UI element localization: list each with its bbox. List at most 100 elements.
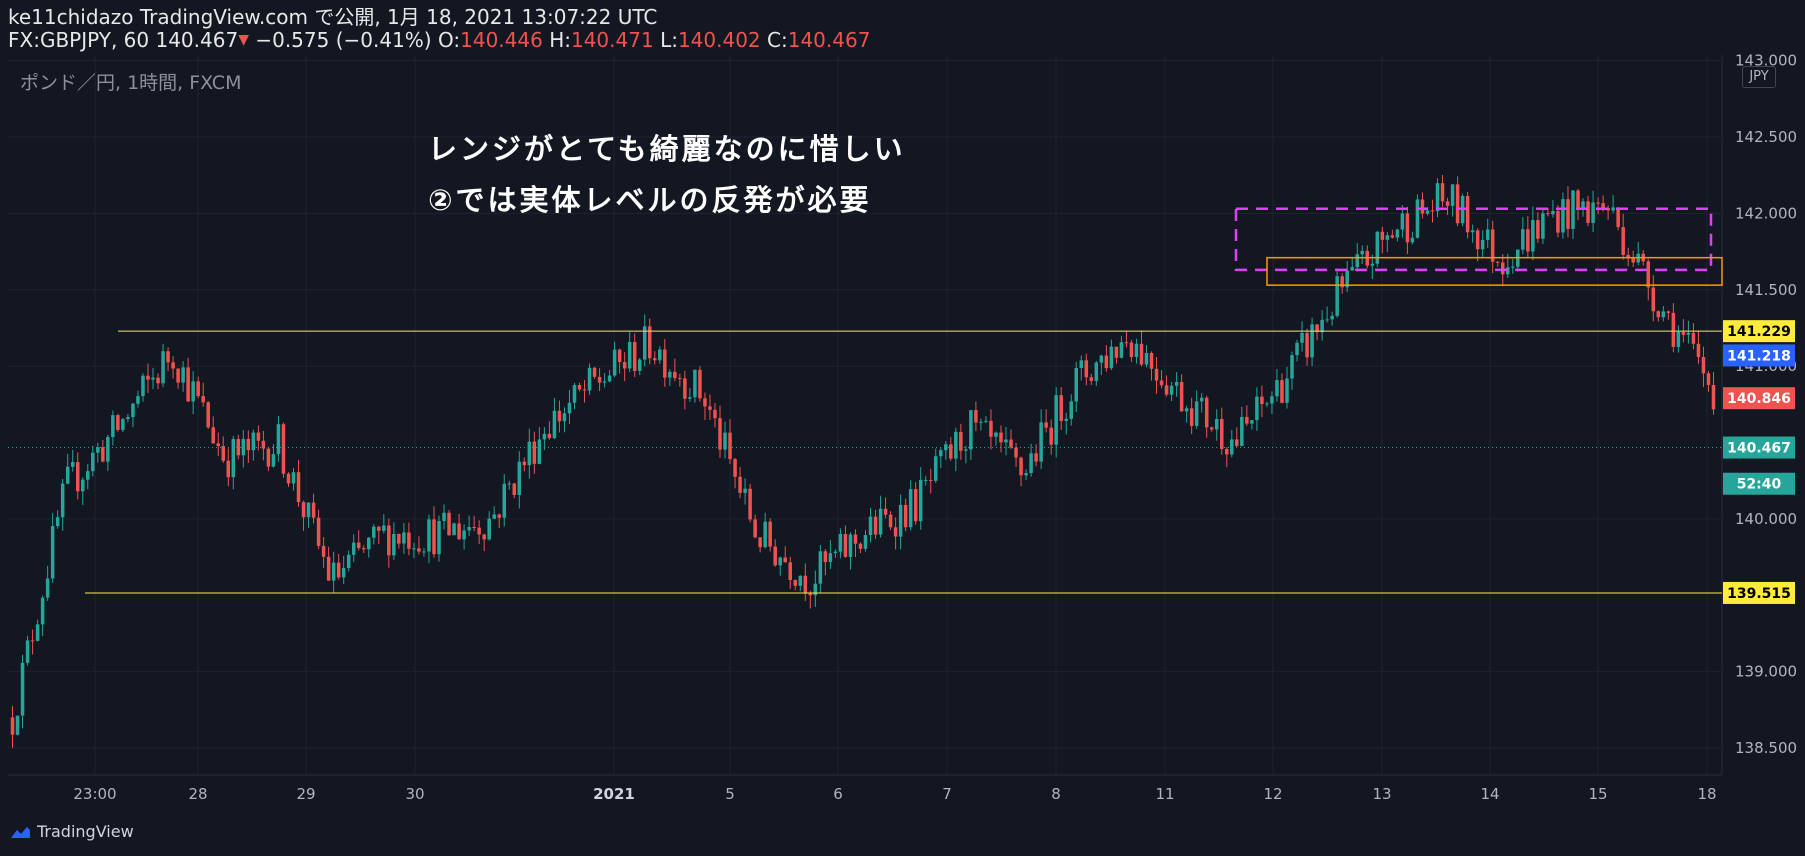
time-tick-label: 29 [296, 785, 315, 803]
price-tick-label: 138.500 [1735, 739, 1797, 757]
candle-body [206, 402, 210, 428]
candle-body [778, 557, 782, 566]
candle-body [718, 418, 722, 450]
candle-body [954, 431, 958, 459]
candle-body [462, 530, 466, 540]
candle-body [1541, 213, 1545, 239]
candle-body [1174, 381, 1179, 386]
tradingview-logo[interactable]: TradingView [8, 822, 134, 841]
candle-body [708, 406, 712, 410]
candle-body [1631, 258, 1635, 263]
candle-body [1380, 231, 1385, 240]
candle-body [1335, 276, 1339, 316]
chart-grid [8, 55, 1723, 776]
candle-body [798, 575, 803, 586]
open-value: 140.446 [460, 28, 543, 52]
candle-body [1470, 230, 1475, 233]
currency-badge[interactable]: JPY [1742, 66, 1776, 88]
candle-body [1511, 266, 1515, 268]
candle-body [1094, 362, 1099, 381]
candle-body [437, 520, 441, 555]
candle-body [1275, 380, 1279, 397]
candle-body [542, 433, 547, 440]
candle-body [1345, 270, 1349, 288]
candle-body [537, 439, 542, 464]
candle-body [1214, 418, 1219, 430]
candle-body [663, 349, 667, 378]
candle-body [497, 514, 501, 518]
price-label-text: 140.846 [1727, 391, 1791, 407]
candle-body [201, 396, 205, 403]
price-label-text: 52:40 [1737, 477, 1782, 493]
candle-body [502, 483, 506, 518]
candle-body [1220, 418, 1224, 450]
close-label: C: [767, 28, 788, 52]
candle-body [1285, 378, 1289, 403]
candle-body [136, 396, 140, 404]
candle-body [1606, 208, 1610, 211]
candle-body [1189, 408, 1194, 426]
time-tick-label: 6 [833, 785, 843, 803]
candle-body [994, 432, 998, 437]
candle-body [713, 409, 717, 419]
low-label: L: [660, 28, 678, 52]
candle-body [753, 519, 757, 538]
candle-body [1009, 439, 1013, 448]
candle-body [858, 543, 863, 549]
candle-body [281, 424, 286, 474]
time-tick-label: 14 [1480, 785, 1499, 803]
candle-body [80, 479, 85, 492]
price-tick-label: 143.000 [1735, 52, 1797, 70]
candle-body [1571, 190, 1575, 229]
publish-info: ke11chidazo TradingView.com で公開, 1月 18, … [8, 5, 658, 29]
time-axis: 23:00 28 29 30 2021 5 6 7 8 11 12 13 14 15 18 [73, 785, 1716, 803]
candle-body [743, 488, 747, 493]
candle-body [166, 351, 170, 363]
body-range-box [1266, 256, 1723, 286]
candle-body [1646, 261, 1651, 288]
candle-body [1661, 311, 1666, 318]
candle-body [1671, 312, 1676, 347]
candle-body [1330, 315, 1334, 320]
candle-body [296, 472, 301, 503]
candle-body [833, 551, 838, 554]
candle-body [572, 385, 577, 403]
candle-body [477, 527, 481, 535]
candle-body [1134, 343, 1139, 357]
candle-body [1305, 333, 1309, 358]
candle-body [933, 456, 938, 481]
candle-body [96, 447, 100, 453]
down-arrow-icon: ▼ [238, 32, 249, 48]
candle-body [1495, 261, 1500, 263]
high-value: 140.471 [570, 28, 654, 52]
tradingview-cloud-icon [11, 826, 30, 838]
price-label-box [1723, 472, 1795, 495]
price-tick-label: 139.000 [1735, 663, 1797, 681]
candle-body [738, 476, 742, 493]
time-tick-label: 11 [1155, 785, 1174, 803]
candle-body [45, 578, 50, 598]
candle-body [918, 479, 923, 522]
candle-body [25, 640, 30, 663]
candle-body [653, 358, 657, 361]
candle-body [457, 523, 461, 540]
price-label-text: 141.218 [1727, 348, 1791, 364]
candle-body [1691, 332, 1696, 344]
candle-body [356, 542, 361, 549]
candle-body [1711, 384, 1716, 410]
time-tick-label: 30 [405, 785, 424, 803]
horizontal-levels [8, 330, 1722, 594]
candle-body [1581, 201, 1585, 210]
candle-body [492, 514, 496, 519]
symbol-description: ポンド／円, 1時間, FXCM [20, 72, 242, 94]
candle-body [442, 512, 446, 521]
candle-body [111, 415, 115, 437]
candle-body [1706, 373, 1711, 385]
candle-body [1024, 473, 1028, 476]
candle-body [1355, 254, 1359, 268]
candle-body [1230, 439, 1234, 455]
candle-body [226, 460, 231, 478]
candle-body [1164, 385, 1169, 395]
candle-body [266, 448, 271, 467]
